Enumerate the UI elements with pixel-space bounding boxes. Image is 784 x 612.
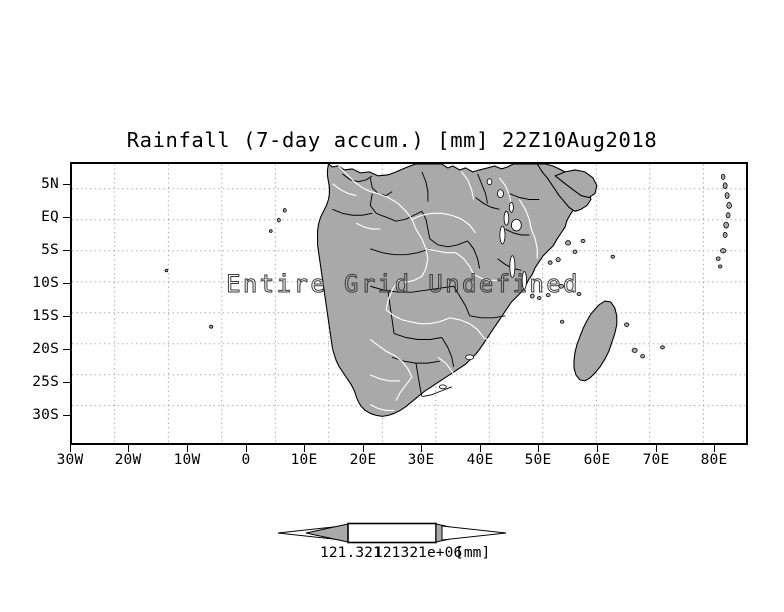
- indian-ocean-islands: [164, 173, 732, 359]
- map-plot-area[interactable]: [70, 162, 748, 445]
- y-tick-mark: [63, 217, 70, 218]
- madagascar: [573, 300, 618, 382]
- x-tick-mark: [714, 445, 715, 452]
- x-axis-label: 40E: [466, 452, 494, 468]
- y-tick-mark: [63, 283, 70, 284]
- x-axis-label: 60E: [583, 452, 611, 468]
- y-tick-mark: [63, 184, 70, 185]
- colorbar-arrow-right-outer: [441, 525, 507, 541]
- colorbar-svg: [277, 522, 507, 544]
- x-axis-label: 0: [241, 452, 251, 468]
- x-axis-label: 10W: [173, 452, 201, 468]
- colorbar-tick-label-high: 121321e+06: [374, 545, 463, 561]
- x-tick-mark: [421, 445, 422, 452]
- horn-of-africa: [536, 164, 598, 212]
- y-axis-label: 25S: [32, 374, 59, 390]
- y-axis-label: 20S: [32, 341, 59, 357]
- y-tick-mark: [63, 415, 70, 416]
- x-axis-label: 80E: [700, 452, 728, 468]
- x-axis-label: 50E: [524, 452, 552, 468]
- y-axis-label: 5S: [41, 242, 59, 258]
- y-axis-label: EQ: [41, 209, 59, 225]
- rivers: [332, 165, 538, 412]
- colorbar-units-label: [mm]: [455, 545, 491, 561]
- y-axis-label: 10S: [32, 275, 59, 291]
- x-axis-label: 20W: [114, 452, 142, 468]
- africa-landmass: [316, 164, 578, 417]
- y-tick-mark: [63, 382, 70, 383]
- y-axis-label: 5N: [41, 176, 59, 192]
- x-tick-mark: [70, 445, 71, 452]
- y-tick-mark: [63, 316, 70, 317]
- y-tick-mark: [63, 250, 70, 251]
- colorbar[interactable]: 121.321 121321e+06 [mm]: [276, 520, 508, 572]
- x-tick-mark: [363, 445, 364, 452]
- rift-valley-lakes: [438, 178, 527, 390]
- colorbar-tick-label-low: 121.321: [320, 545, 382, 561]
- x-tick-mark: [187, 445, 188, 452]
- colorbar-arrow-left: [305, 523, 349, 543]
- y-tick-mark: [63, 349, 70, 350]
- colorbar-segment: [347, 522, 437, 544]
- x-axis-label: 30W: [56, 452, 84, 468]
- x-axis-label: 10E: [290, 452, 318, 468]
- x-tick-mark: [480, 445, 481, 452]
- x-tick-mark: [538, 445, 539, 452]
- x-axis-label: 30E: [407, 452, 435, 468]
- x-tick-mark: [656, 445, 657, 452]
- x-tick-mark: [128, 445, 129, 452]
- x-axis-label: 70E: [642, 452, 670, 468]
- map-svg: [72, 164, 746, 443]
- page-title: Rainfall (7-day accum.) [mm] 22Z10Aug201…: [126, 128, 658, 152]
- y-axis-label: 15S: [32, 308, 59, 324]
- x-tick-mark: [304, 445, 305, 452]
- x-tick-mark: [246, 445, 247, 452]
- x-tick-mark: [597, 445, 598, 452]
- x-axis-label: 20E: [349, 452, 377, 468]
- colorbar-labels: 121.321 121321e+06 [mm]: [276, 545, 508, 567]
- map-canvas: [72, 164, 746, 443]
- y-axis-label: 30S: [32, 407, 59, 423]
